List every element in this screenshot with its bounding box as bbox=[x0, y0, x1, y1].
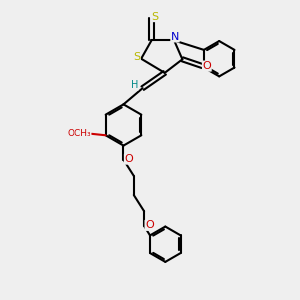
Text: S: S bbox=[133, 52, 140, 62]
Text: OCH₃: OCH₃ bbox=[67, 129, 91, 138]
Text: O: O bbox=[202, 61, 211, 71]
Text: N: N bbox=[171, 32, 179, 42]
Text: S: S bbox=[152, 12, 159, 22]
Text: O: O bbox=[145, 220, 154, 230]
Text: H: H bbox=[131, 80, 138, 90]
Text: O: O bbox=[124, 154, 133, 164]
